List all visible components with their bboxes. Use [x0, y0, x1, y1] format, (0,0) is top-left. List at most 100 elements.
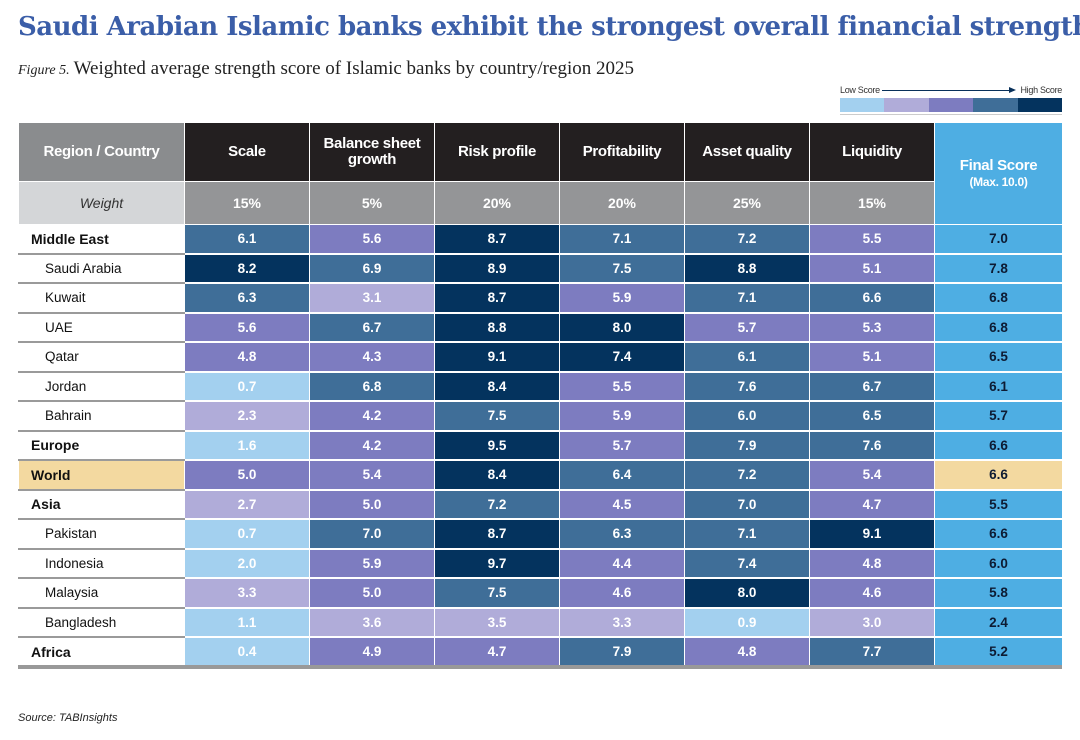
final-score-cell: 6.0 [934, 548, 1063, 579]
score-cell: 6.3 [184, 282, 310, 314]
row-label: Saudi Arabia [18, 253, 185, 284]
score-cell: 7.2 [684, 224, 810, 255]
table-row: Middle East 6.1 5.6 8.7 7.1 7.2 5.5 7.0 [18, 224, 1063, 255]
final-score-cell: 6.6 [934, 518, 1063, 550]
score-cell: 9.1 [809, 518, 935, 550]
score-cell: 5.9 [559, 400, 685, 432]
legend-low-label: Low Score [840, 85, 880, 95]
weight-row: Weight 15% 5% 20% 20% 25% 15% [18, 181, 1063, 225]
score-cell: 3.6 [309, 607, 435, 638]
figure-label: Figure 5. [18, 63, 70, 78]
score-cell: 7.5 [559, 253, 685, 284]
score-cell: 3.3 [184, 577, 310, 609]
score-cell: 3.3 [559, 607, 685, 638]
row-header: Region / Country [18, 122, 185, 182]
table-row: World 5.0 5.4 8.4 6.4 7.2 5.4 6.6 [18, 459, 1063, 491]
score-cell: 7.0 [684, 489, 810, 520]
score-cell: 8.7 [434, 518, 560, 550]
score-cell: 5.6 [184, 312, 310, 343]
final-score-cell: 5.5 [934, 489, 1063, 520]
score-cell: 6.7 [309, 312, 435, 343]
legend-swatch [973, 98, 1018, 112]
score-cell: 7.6 [684, 371, 810, 402]
weight-cell: 5% [309, 181, 435, 225]
row-label: Indonesia [18, 548, 185, 579]
score-cell: 8.7 [434, 224, 560, 255]
score-cell: 3.5 [434, 607, 560, 638]
final-score-cell: 6.8 [934, 282, 1063, 314]
score-cell: 4.6 [559, 577, 685, 609]
score-cell: 7.5 [434, 400, 560, 432]
column-header: Liquidity [809, 122, 935, 182]
score-cell: 5.9 [559, 282, 685, 314]
divider [840, 114, 1062, 115]
page-title: Saudi Arabian Islamic banks exhibit the … [18, 12, 1080, 42]
legend-color-scale [840, 98, 1063, 112]
legend-swatch [1017, 98, 1063, 112]
table-row: Pakistan 0.7 7.0 8.7 6.3 7.1 9.1 6.6 [18, 518, 1063, 550]
score-cell: 9.1 [434, 341, 560, 373]
score-cell: 5.7 [559, 430, 685, 461]
legend-swatch [884, 98, 929, 112]
row-label: Kuwait [18, 282, 185, 314]
score-cell: 2.0 [184, 548, 310, 579]
score-cell: 4.9 [309, 636, 435, 668]
score-cell: 2.7 [184, 489, 310, 520]
score-cell: 1.6 [184, 430, 310, 461]
final-score-cell: 6.8 [934, 312, 1063, 343]
column-header: Risk profile [434, 122, 560, 182]
score-cell: 9.7 [434, 548, 560, 579]
score-cell: 4.2 [309, 430, 435, 461]
score-cell: 1.1 [184, 607, 310, 638]
weight-cell: 20% [434, 181, 560, 225]
column-header: Profitability [559, 122, 685, 182]
final-score-max: (Max. 10.0) [969, 174, 1028, 189]
row-label: Asia [18, 489, 185, 520]
weight-label: Weight [18, 181, 185, 225]
row-label: UAE [18, 312, 185, 343]
weight-cell: 20% [559, 181, 685, 225]
subtitle-text: Weighted average strength score of Islam… [73, 58, 634, 79]
row-label: Jordan [18, 371, 185, 402]
column-header: Scale [184, 122, 310, 182]
score-cell: 4.8 [184, 341, 310, 373]
final-score-cell: 6.1 [934, 371, 1063, 402]
weight-cell: 15% [809, 181, 935, 225]
score-cell: 7.4 [559, 341, 685, 373]
score-cell: 5.7 [684, 312, 810, 343]
row-label: Malaysia [18, 577, 185, 609]
score-cell: 6.1 [184, 224, 310, 255]
final-score-cell: 5.8 [934, 577, 1063, 609]
final-score-cell: 7.8 [934, 253, 1063, 284]
score-cell: 7.4 [684, 548, 810, 579]
score-cell: 4.4 [559, 548, 685, 579]
score-cell: 5.4 [809, 459, 935, 491]
score-cell: 7.9 [684, 430, 810, 461]
score-cell: 4.8 [684, 636, 810, 668]
score-cell: 3.1 [309, 282, 435, 314]
score-cell: 8.0 [559, 312, 685, 343]
final-score-cell: 5.7 [934, 400, 1063, 432]
score-heatmap-table: Region / Country Scale Balance sheet grow… [18, 122, 1063, 668]
score-cell: 3.0 [809, 607, 935, 638]
weight-cell: 15% [184, 181, 310, 225]
score-cell: 8.4 [434, 371, 560, 402]
score-cell: 7.2 [434, 489, 560, 520]
final-score-cell: 2.4 [934, 607, 1063, 638]
final-score-cell: 6.5 [934, 341, 1063, 373]
row-label: Africa [18, 636, 185, 668]
table-row: Europe 1.6 4.2 9.5 5.7 7.9 7.6 6.6 [18, 430, 1063, 461]
score-cell: 6.9 [309, 253, 435, 284]
table-row: Kuwait 6.3 3.1 8.7 5.9 7.1 6.6 6.8 [18, 282, 1063, 314]
score-cell: 5.0 [184, 459, 310, 491]
score-cell: 7.2 [684, 459, 810, 491]
score-cell: 6.4 [559, 459, 685, 491]
score-cell: 5.9 [309, 548, 435, 579]
score-cell: 7.1 [559, 224, 685, 255]
table-row: Africa 0.4 4.9 4.7 7.9 4.8 7.7 5.2 [18, 636, 1063, 668]
score-cell: 6.6 [809, 282, 935, 314]
score-cell: 8.0 [684, 577, 810, 609]
score-cell: 6.7 [809, 371, 935, 402]
score-cell: 6.1 [684, 341, 810, 373]
score-cell: 4.7 [434, 636, 560, 668]
